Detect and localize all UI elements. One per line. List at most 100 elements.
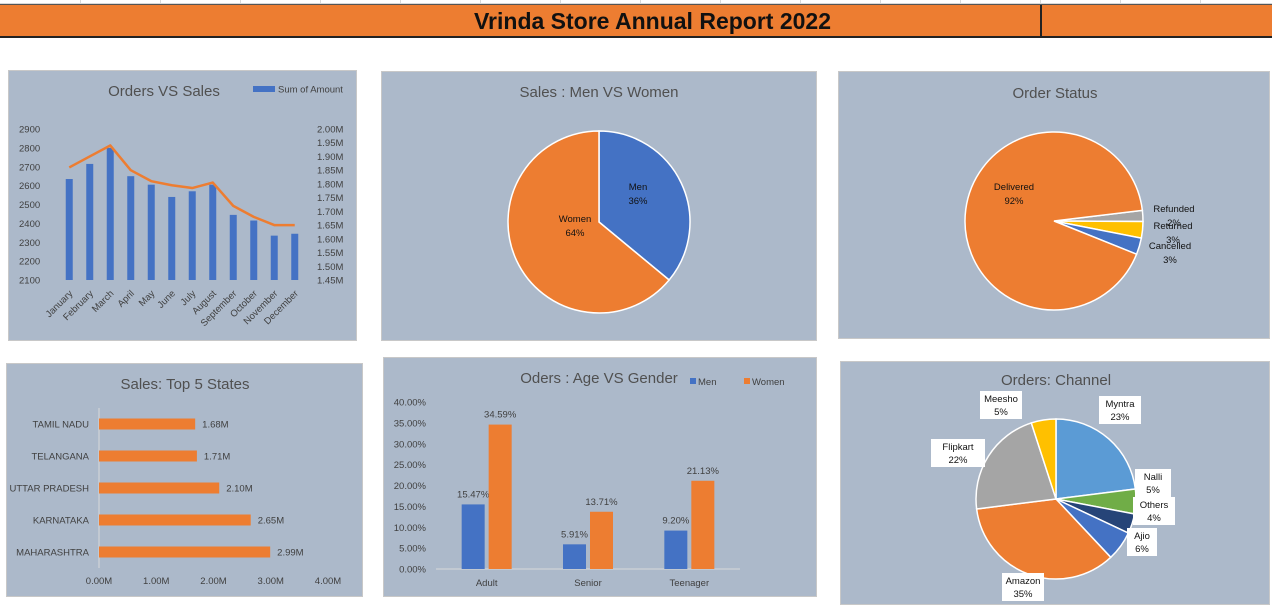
bar-february	[86, 163, 94, 280]
bar-may	[147, 184, 155, 280]
slice-value-delivered: 92%	[1004, 196, 1024, 207]
legend-label-men: Men	[698, 377, 716, 388]
label-box-others	[1133, 497, 1175, 525]
y-left-tick-label: 2300	[19, 238, 40, 249]
bar-tamil-nadu	[99, 418, 196, 430]
chart-title: Sales: Top 5 States	[121, 376, 250, 393]
bar-june	[168, 196, 176, 280]
bar-april	[127, 176, 135, 280]
y-right-tick-label: 1.75M	[317, 193, 343, 204]
age-vs-gender-svg: Oders : Age VS Gender Men Women 0.00% 5.0…	[394, 370, 785, 589]
bar-value-label: 2.99M	[277, 548, 303, 559]
x-tick-label: June	[156, 288, 178, 310]
slice-label-amazon: Amazon	[1006, 576, 1041, 587]
legend-swatch-amount	[253, 86, 275, 92]
bar-value-label: 1.71M	[204, 452, 230, 463]
x-tick-label: Senior	[574, 578, 601, 589]
sales-line	[68, 144, 295, 227]
bar-men-adult	[461, 504, 485, 569]
slice-label-ajio: Ajio	[1134, 531, 1150, 542]
bar-women-senior	[590, 511, 613, 569]
top-states-chart[interactable]: Sales: Top 5 States TAMIL NADU 1.68M TELAN…	[6, 363, 363, 597]
slice-value-returned: 3%	[1166, 235, 1180, 246]
y-right-tick-label: 1.70M	[317, 207, 343, 218]
legend-swatch-women	[744, 378, 750, 384]
bar-telangana	[99, 450, 197, 462]
sales-men-women-chart[interactable]: Sales : Men VS Women Men 36% Women 64%	[381, 71, 817, 341]
orders-channel-svg: Orders: Channel Myntra 23% Nalli 5% Others 4%…	[931, 372, 1175, 601]
label-box-nalli	[1135, 469, 1171, 497]
top-states-svg: Sales: Top 5 States TAMIL NADU 1.68M TELAN…	[9, 376, 341, 587]
y-tick-label: 15.00%	[394, 502, 427, 513]
y-left-tick-label: 2900	[19, 125, 40, 136]
y-tick-label: 40.00%	[394, 398, 427, 409]
bar-value-label: 15.47%	[457, 489, 490, 500]
slice-value-refunded: 2%	[1167, 218, 1181, 229]
y-right-tick-label: 2.00M	[317, 125, 343, 136]
chart-title: Orders VS Sales	[108, 83, 220, 100]
x-tick-label: April	[116, 288, 137, 309]
y-right-tick-label: 1.45M	[317, 276, 343, 287]
slice-value-amazon: 35%	[1013, 589, 1033, 600]
age-vs-gender-chart[interactable]: Oders : Age VS Gender Men Women 0.00% 5.0…	[383, 357, 817, 597]
bar-september	[229, 214, 237, 280]
x-tick-label: 1.00M	[143, 576, 169, 587]
bar-men-senior	[563, 544, 586, 569]
label-box-myntra	[1099, 396, 1141, 424]
slice-value-flipkart: 22%	[948, 455, 968, 466]
y-tick-label: 20.00%	[394, 481, 427, 492]
slice-label-others: Others	[1140, 500, 1169, 511]
report-title: Vrinda Store Annual Report 2022	[473, 8, 832, 34]
report-title-bar: Vrinda Store Annual Report 2022	[0, 4, 1272, 38]
y-tick-label: 35.00%	[394, 418, 427, 429]
bar-december	[291, 233, 299, 280]
bar-july	[188, 191, 196, 280]
order-status-chart[interactable]: Order Status Delivered 92% Refunded 2% Retur…	[838, 71, 1270, 339]
bar-karnataka	[99, 514, 251, 526]
orders-vs-sales-svg: Orders VS Sales Sum of Amount 2100 2200 23…	[19, 83, 343, 329]
legend-label-amount: Sum of Amount	[278, 85, 343, 96]
y-tick-label: UTTAR PRADESH	[9, 484, 89, 495]
bar-value-label: 13.71%	[585, 497, 618, 508]
slice-label-women: Women	[559, 214, 592, 225]
bar-november	[270, 235, 278, 280]
label-box-ajio	[1127, 528, 1157, 556]
y-left-tick-label: 2700	[19, 162, 40, 173]
y-right-tick-label: 1.55M	[317, 248, 343, 259]
y-left-tick-label: 2200	[19, 257, 40, 268]
y-right-tick-label: 1.65M	[317, 221, 343, 232]
bar-men-teenager	[664, 530, 688, 569]
x-tick-label: Adult	[476, 578, 498, 589]
legend-swatch-men	[690, 378, 696, 384]
y-tick-label: KARNATAKA	[33, 516, 90, 527]
order-status-svg: Order Status Delivered 92% Refunded 2%Retur…	[964, 85, 1195, 311]
orders-channel-chart[interactable]: Orders: Channel Myntra 23% Nalli 5% Others 4%…	[840, 361, 1270, 605]
slice-value-men: 36%	[628, 196, 648, 207]
y-left-tick-label: 2100	[19, 276, 40, 287]
bar-value-label: 21.13%	[687, 466, 720, 477]
y-right-tick-label: 1.85M	[317, 166, 343, 177]
bar-value-label: 9.20%	[662, 516, 689, 527]
y-right-tick-label: 1.90M	[317, 152, 343, 163]
slice-delivered	[964, 131, 1144, 311]
slice-myntra	[1055, 418, 1137, 500]
bar-august	[209, 184, 217, 280]
label-box-flipkart	[931, 439, 985, 467]
slice-value-cancelled: 3%	[1163, 255, 1177, 266]
orders-vs-sales-chart[interactable]: Orders VS Sales Sum of Amount 2100 2200 23…	[8, 70, 357, 341]
label-box-meesho	[980, 391, 1022, 419]
slice-value-ajio: 6%	[1135, 544, 1149, 555]
slice-label-returned: Returned	[1153, 221, 1192, 232]
x-tick-label: 0.00M	[86, 576, 112, 587]
slice-value-myntra: 23%	[1110, 412, 1130, 423]
bar-value-label: 1.68M	[202, 420, 228, 431]
bar-value-label: 5.91%	[561, 529, 588, 540]
slice-label-delivered: Delivered	[994, 182, 1034, 193]
y-left-tick-label: 2600	[19, 181, 40, 192]
bar-women-teenager	[691, 480, 715, 569]
cell-divider	[1040, 5, 1042, 37]
chart-title: Order Status	[1012, 85, 1097, 102]
slice-women	[507, 130, 671, 314]
slice-label-flipkart: Flipkart	[942, 442, 974, 453]
bar-maharashtra	[99, 546, 271, 558]
